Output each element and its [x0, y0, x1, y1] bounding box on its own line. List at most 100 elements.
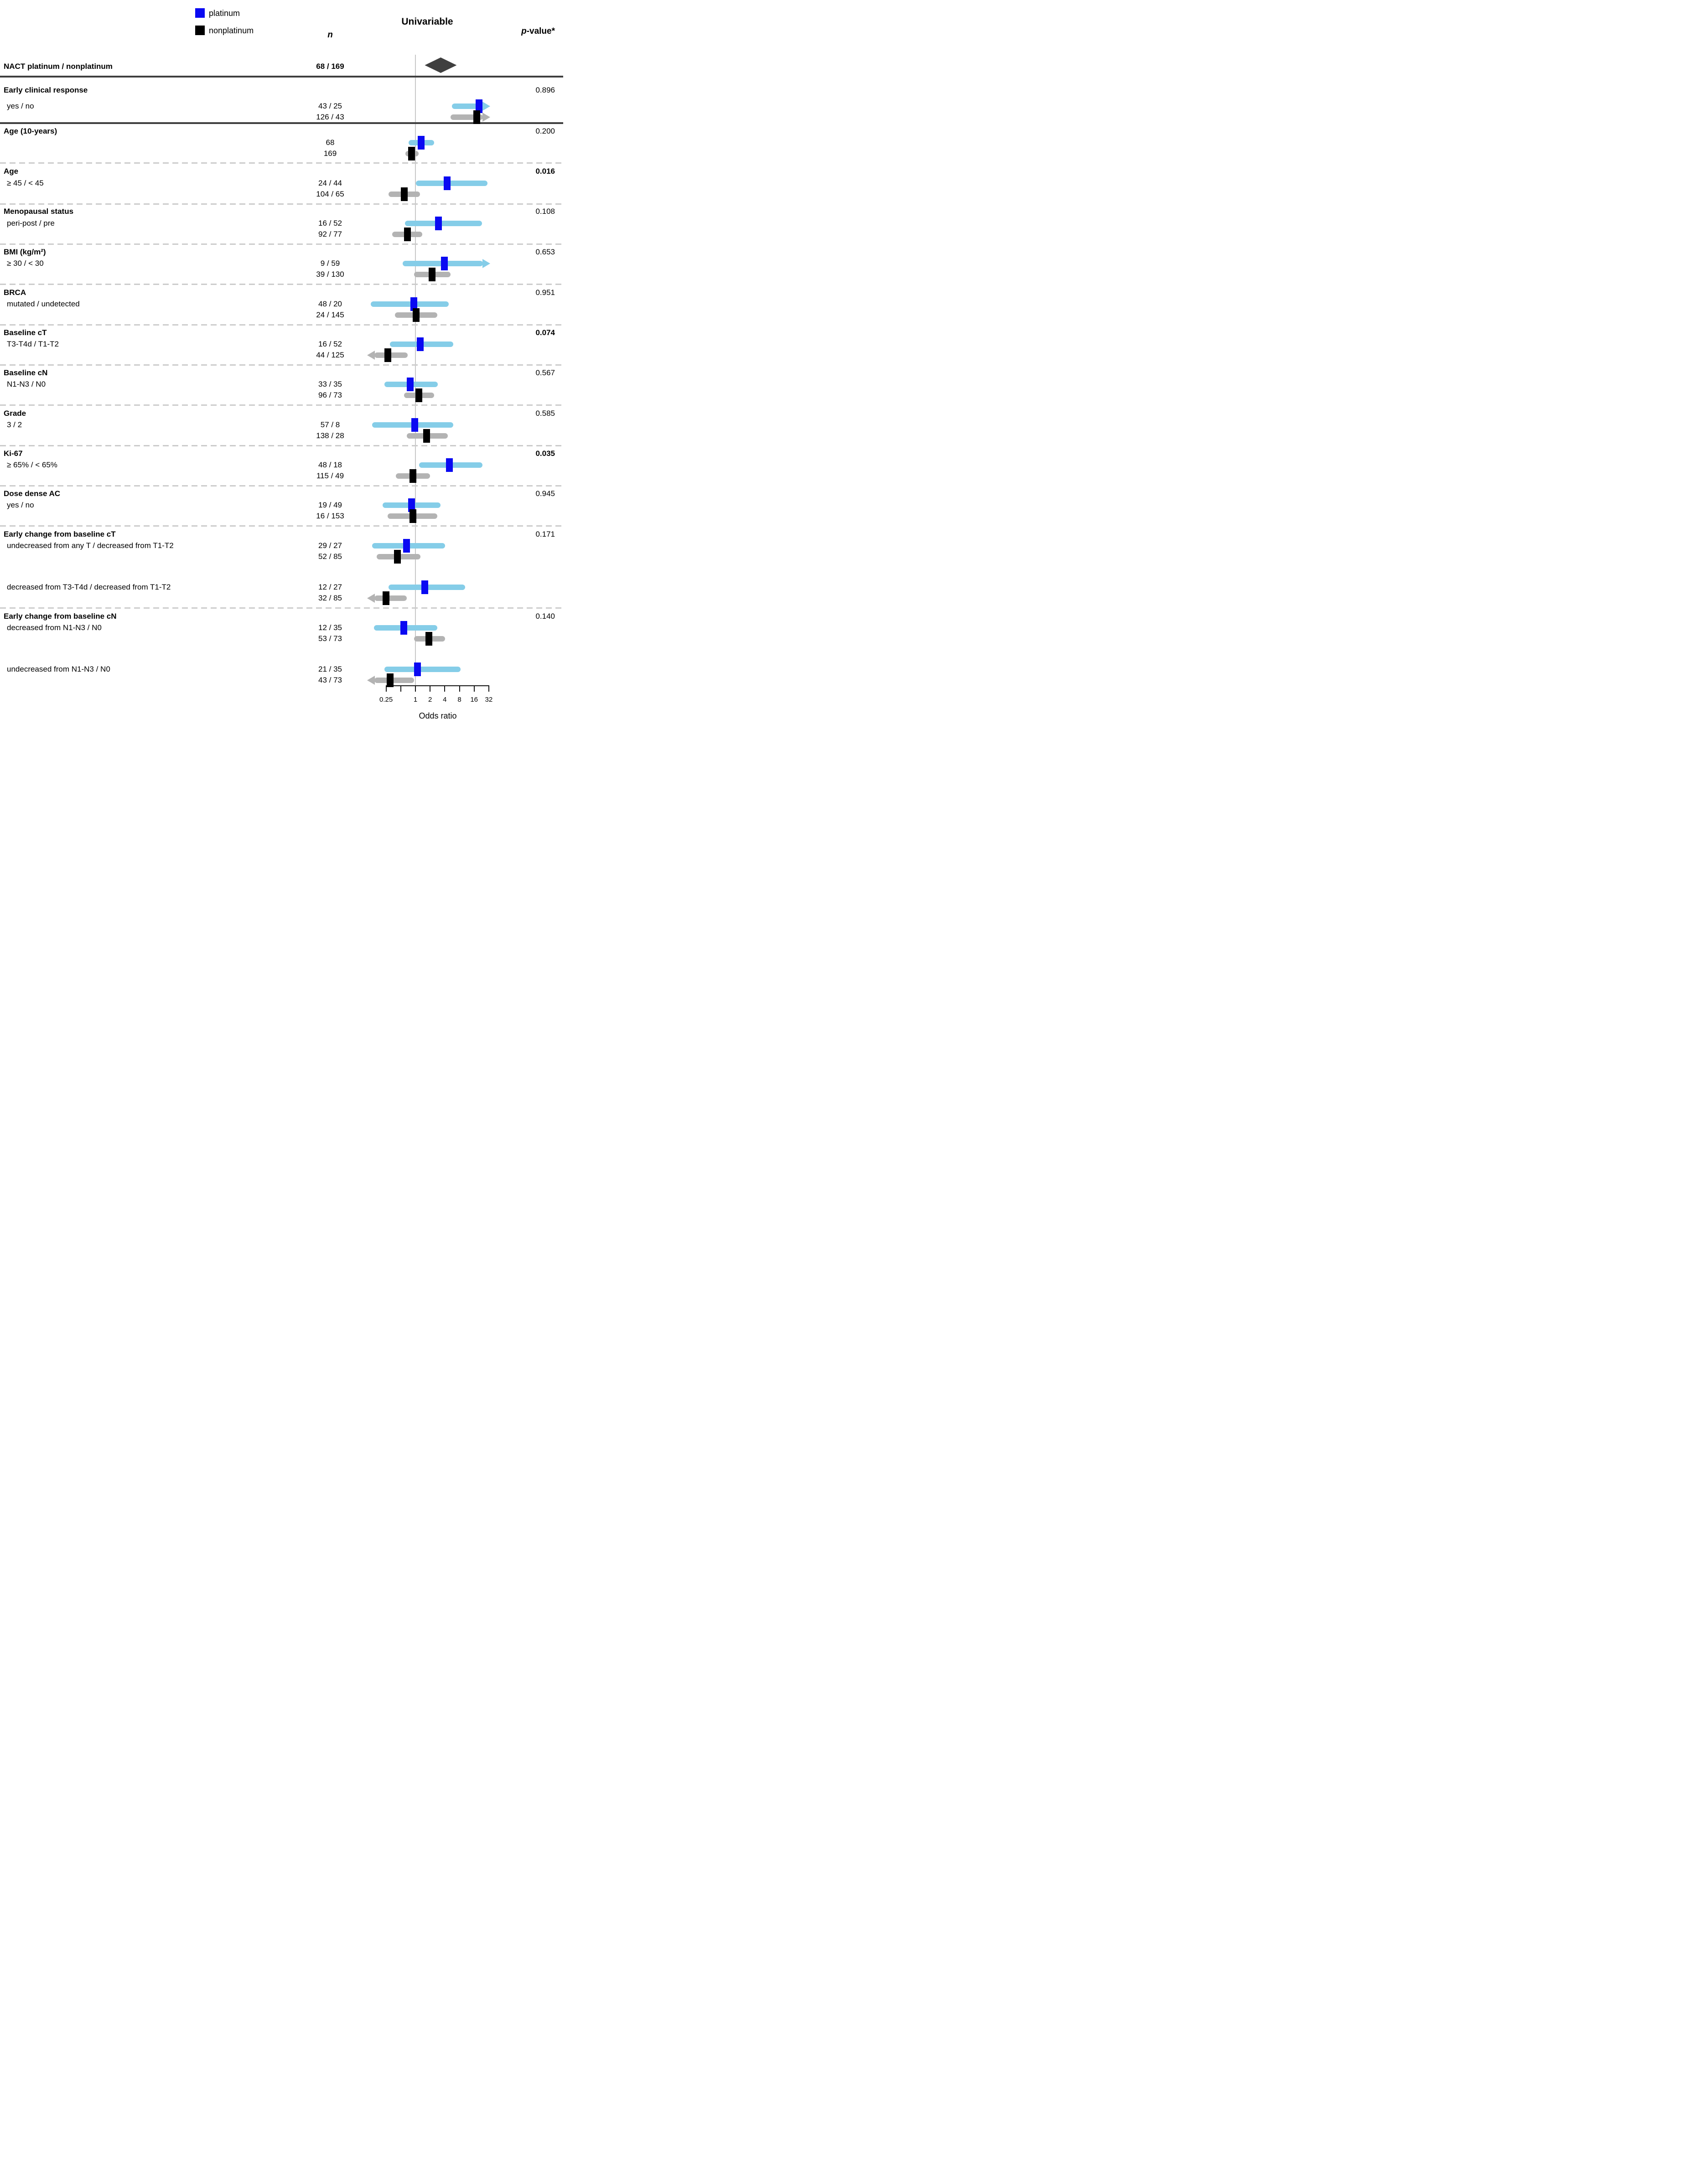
point-marker-nonplatinum	[401, 187, 408, 201]
x-axis-tick	[488, 685, 489, 692]
point-marker-nonplatinum	[425, 632, 433, 646]
x-axis-tick	[415, 685, 416, 692]
dashed-separator	[0, 243, 563, 245]
point-marker-platinum	[421, 580, 428, 594]
point-marker-nonplatinum	[412, 308, 420, 322]
x-axis-tick	[444, 685, 446, 692]
n-value: 16 / 52	[318, 340, 342, 348]
n-value: 12 / 35	[318, 623, 342, 632]
point-marker-nonplatinum	[386, 673, 394, 687]
dashed-separator	[0, 607, 563, 609]
plot-area: NACT platinum / nonplatinum 68 / 169 Early…	[0, 0, 563, 728]
category-label: T3-T4d / T1-T2	[7, 340, 59, 348]
ci-bar-platinum	[370, 301, 449, 307]
variable-label: Ki-67	[4, 449, 23, 458]
variable-label: Grade	[4, 409, 26, 418]
point-marker-nonplatinum	[383, 591, 390, 605]
platinum-swatch-icon	[195, 8, 205, 18]
p-value: 0.945	[535, 489, 555, 498]
dashed-separator	[0, 203, 563, 205]
n-value: 43 / 73	[318, 676, 342, 684]
point-marker-nonplatinum	[410, 469, 417, 483]
n-value: 12 / 27	[318, 583, 342, 591]
ci-bar-platinum	[451, 104, 483, 109]
ci-bar-platinum	[415, 181, 487, 186]
variable-label: Early clinical response	[4, 86, 88, 94]
point-marker-platinum	[408, 498, 415, 512]
variable-label: Age	[4, 167, 19, 176]
x-axis-tick	[385, 685, 387, 692]
x-axis-tick	[473, 685, 475, 692]
x-axis-tick	[459, 685, 460, 692]
point-marker-platinum	[435, 217, 442, 230]
category-label: decreased from T3-T4d / decreased from T…	[7, 583, 171, 591]
category-label: N1-N3 / N0	[7, 380, 46, 388]
ci-arrow-right	[482, 102, 490, 111]
category-label: peri-post / pre	[7, 219, 55, 228]
point-marker-nonplatinum	[423, 429, 430, 443]
point-marker-platinum	[446, 458, 453, 472]
dashed-separator	[0, 485, 563, 486]
n-value: 68	[326, 138, 335, 147]
category-label: ≥ 45 / < 45	[7, 179, 44, 187]
dashed-separator	[0, 525, 563, 527]
category-label: decreased from N1-N3 / N0	[7, 623, 102, 632]
p-value: 0.140	[535, 612, 555, 621]
n-value: 92 / 77	[318, 230, 342, 238]
dashed-separator	[0, 324, 563, 326]
n-value: 48 / 20	[318, 300, 342, 308]
category-label: undecreased from N1-N3 / N0	[7, 665, 110, 673]
p-value: 0.567	[535, 368, 555, 377]
point-marker-nonplatinum	[394, 550, 401, 564]
n-value: 126 / 43	[316, 113, 344, 121]
variable-label: Baseline cN	[4, 368, 48, 377]
legend-label-platinum: platinum	[209, 9, 240, 18]
category-label: mutated / undetected	[7, 300, 80, 308]
ci-arrow-right	[482, 113, 490, 122]
p-value: 0.951	[535, 288, 555, 297]
point-marker-nonplatinum	[408, 147, 415, 160]
n-value: 29 / 27	[318, 541, 342, 550]
point-marker-platinum	[406, 378, 414, 391]
p-italic: p	[521, 26, 527, 36]
n-value: 44 / 125	[316, 351, 344, 359]
point-marker-platinum	[416, 337, 424, 351]
variable-label: Baseline cT	[4, 328, 47, 337]
x-axis-tick-label: 0.25	[379, 696, 393, 704]
variable-label: Menopausal status	[4, 207, 74, 216]
p-value: 0.171	[535, 530, 555, 538]
column-header-n: n	[327, 30, 333, 40]
summary-row-label: NACT platinum / nonplatinum	[4, 62, 113, 71]
ci-arrow-right	[482, 259, 490, 268]
p-value: 0.074	[535, 328, 555, 337]
summary-n-value: 68 / 169	[316, 62, 344, 71]
dashed-separator	[0, 284, 563, 285]
n-value: 104 / 65	[316, 190, 344, 198]
point-marker-nonplatinum	[384, 348, 391, 362]
forest-plot-page: platinum nonplatinum Univariable n p-val…	[0, 0, 563, 728]
n-value: 43 / 25	[318, 102, 342, 110]
point-marker-platinum	[411, 418, 418, 432]
point-marker-platinum	[403, 539, 410, 553]
dashed-separator	[0, 404, 563, 406]
variable-label: Dose dense AC	[4, 489, 61, 498]
reference-line-or1	[415, 55, 416, 685]
summary-diamond	[425, 57, 457, 73]
point-marker-nonplatinum	[473, 110, 480, 124]
point-marker-platinum	[417, 136, 425, 150]
p-rest: -value*	[526, 26, 555, 36]
n-value: 169	[323, 149, 337, 158]
dashed-separator	[0, 445, 563, 446]
p-value: 0.200	[535, 127, 555, 135]
ci-bar-platinum	[405, 221, 482, 226]
x-axis-tick-label: 4	[443, 696, 447, 704]
ci-bar-platinum	[384, 667, 461, 672]
dashed-separator	[0, 162, 563, 164]
point-marker-platinum	[441, 257, 448, 270]
x-axis-tick-label: 8	[457, 696, 461, 704]
variable-label: Early change from baseline cT	[4, 530, 116, 538]
point-marker-nonplatinum	[410, 509, 417, 523]
variable-label: Early change from baseline cN	[4, 612, 117, 621]
point-marker-platinum	[410, 297, 417, 311]
n-value: 39 / 130	[316, 270, 344, 279]
